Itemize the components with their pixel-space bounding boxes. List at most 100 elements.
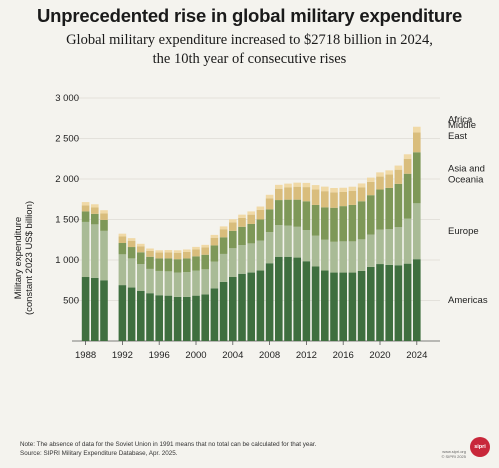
bar-1992-middle-east <box>118 236 127 243</box>
bar-1988-asia-and-oceania <box>81 211 90 222</box>
sipri-logo: sipri <box>470 437 490 457</box>
bar-2024-middle-east <box>413 132 421 153</box>
bar-2021-asia-and-oceania <box>385 187 393 230</box>
bar-1993-americas <box>127 287 136 341</box>
bar-1994-africa <box>137 243 145 247</box>
bar-2016-americas <box>339 272 347 341</box>
bar-2018-americas <box>357 270 366 341</box>
bar-1989-middle-east <box>91 207 99 214</box>
legend-label-middle-east: Middle East <box>448 120 476 142</box>
bar-1997-americas <box>164 295 173 341</box>
bar-2013-middle-east <box>311 189 320 205</box>
bar-2012-americas <box>302 261 311 341</box>
bar-2011-africa <box>293 182 301 187</box>
x-tick-label-2020: 2020 <box>369 350 390 361</box>
bar-2020-americas <box>376 264 384 341</box>
bar-2003-europe <box>219 253 228 282</box>
bar-2010-middle-east <box>284 187 292 200</box>
y-tick-label-1000: 1 000 <box>55 255 79 266</box>
bar-2002-europe <box>210 261 219 289</box>
legend-label-asia-and-oceania: Asia and Oceania <box>448 163 485 185</box>
bar-2014-europe <box>321 239 329 271</box>
bar-1997-middle-east <box>164 252 173 259</box>
bar-2019-africa <box>367 177 375 182</box>
bar-2017-asia-and-oceania <box>348 204 357 242</box>
footnote-note: Note: The absence of data for the Soviet… <box>20 441 317 448</box>
bar-2021-middle-east <box>385 174 393 188</box>
bar-2014-asia-and-oceania <box>321 207 329 240</box>
bar-1994-middle-east <box>137 246 145 253</box>
bar-1996-europe <box>155 270 163 296</box>
legend-label-americas: Americas <box>448 295 488 306</box>
bar-1992-americas <box>118 285 127 341</box>
bar-2015-africa <box>330 187 338 193</box>
bar-2022-americas <box>394 265 403 341</box>
bar-1990-asia-and-oceania <box>100 219 108 231</box>
x-tick-label-1996: 1996 <box>149 350 170 361</box>
bar-2016-asia-and-oceania <box>339 206 347 242</box>
bar-2014-africa <box>321 186 329 192</box>
subtitle-line-1: Global military expenditure increased to… <box>66 32 433 48</box>
footnote: Note: The absence of data for the Soviet… <box>20 440 316 458</box>
bar-2022-middle-east <box>394 169 403 184</box>
bar-2020-middle-east <box>376 176 384 190</box>
bar-1998-americas <box>173 296 182 341</box>
bar-2022-europe <box>394 227 403 266</box>
bar-1994-europe <box>137 264 145 291</box>
bar-1998-middle-east <box>173 252 182 260</box>
bar-1988-middle-east <box>81 205 90 212</box>
bar-2006-europe <box>247 243 255 273</box>
bar-2003-africa <box>219 226 228 230</box>
bar-2023-europe <box>403 218 412 264</box>
bar-2021-europe <box>385 229 393 265</box>
bar-2008-asia-and-oceania <box>265 209 274 233</box>
bar-2004-americas <box>229 277 237 341</box>
bar-2021-americas <box>385 264 393 341</box>
bar-1993-africa <box>127 238 136 241</box>
bar-2007-europe <box>256 240 265 271</box>
y-tick-label-500: 500 <box>63 296 79 307</box>
bar-2014-middle-east <box>321 191 329 208</box>
bar-1996-asia-and-oceania <box>155 258 163 271</box>
bar-2002-asia-and-oceania <box>210 245 219 262</box>
bar-1993-middle-east <box>127 240 136 248</box>
bar-1989-asia-and-oceania <box>91 213 99 225</box>
bar-2000-asia-and-oceania <box>192 256 200 271</box>
bar-2018-europe <box>357 239 366 271</box>
bar-1999-europe <box>183 272 191 297</box>
brand-credits: www.sipri.org © SIPRI 2025 <box>434 449 466 459</box>
bar-2012-africa <box>302 182 311 188</box>
bar-1990-africa <box>100 210 108 214</box>
bar-2011-americas <box>293 257 301 341</box>
footnote-source: Source: SIPRI Military Expenditure Datab… <box>20 450 178 457</box>
bar-1988-europe <box>81 221 90 278</box>
bar-2023-middle-east <box>403 158 412 174</box>
bar-1999-asia-and-oceania <box>183 258 191 273</box>
bar-2019-americas <box>367 266 375 341</box>
bar-2024-asia-and-oceania <box>413 152 421 204</box>
bar-1996-middle-east <box>155 252 163 259</box>
bar-2012-middle-east <box>302 187 311 202</box>
bar-2001-africa <box>201 244 209 248</box>
bar-1992-europe <box>118 254 127 286</box>
bar-2004-middle-east <box>229 222 237 231</box>
bar-2000-middle-east <box>192 249 200 257</box>
bar-1998-europe <box>173 272 182 297</box>
x-tick-label-2024: 2024 <box>406 350 427 361</box>
y-tick-label-1500: 1 500 <box>55 215 79 226</box>
bar-2009-asia-and-oceania <box>275 200 283 226</box>
bar-1992-africa <box>118 233 127 237</box>
bar-2005-asia-and-oceania <box>238 226 246 246</box>
x-tick-label-2000: 2000 <box>185 350 206 361</box>
brand-url: www.sipri.org <box>442 449 466 454</box>
bar-2015-middle-east <box>330 192 338 208</box>
bar-2024-americas <box>413 259 421 341</box>
bar-2004-europe <box>229 248 237 277</box>
bar-1988-americas <box>81 277 90 341</box>
bar-2006-africa <box>247 211 255 215</box>
bar-2002-middle-east <box>210 237 219 246</box>
bar-1989-americas <box>91 277 99 341</box>
legend-label-africa: Africa <box>448 115 473 126</box>
bar-2008-europe <box>265 232 274 264</box>
